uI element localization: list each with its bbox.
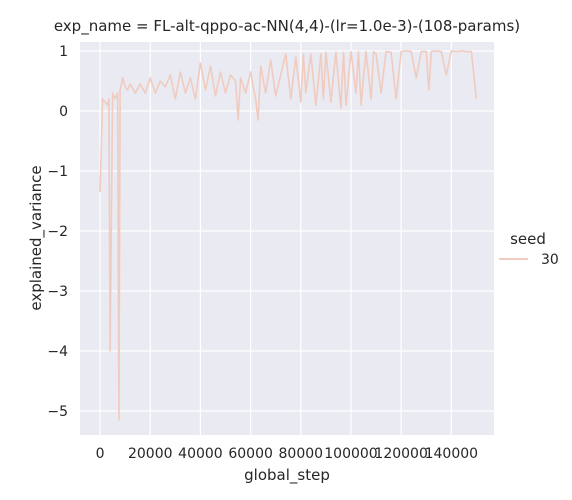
x-axis-label: global_step xyxy=(244,466,330,485)
y-axis-label: explained_variance xyxy=(27,165,46,310)
y-tick-label: −2 xyxy=(47,224,68,240)
plot-background xyxy=(80,42,494,435)
series-line-30 xyxy=(99,50,478,421)
x-tick-label: 60000 xyxy=(228,446,273,462)
y-tick-label: −4 xyxy=(47,344,68,360)
y-tick-label: −1 xyxy=(47,164,68,180)
legend-label-30: 30 xyxy=(541,252,559,268)
x-tick-label: 80000 xyxy=(279,446,324,462)
y-tick-label: −5 xyxy=(47,404,68,420)
chart-title: exp_name = FL-alt-qppo-ac-NN(4,4)-(lr=1.… xyxy=(54,17,520,36)
y-tick-label: −3 xyxy=(47,284,68,300)
y-tick-label: 1 xyxy=(59,44,68,60)
x-tick-label: 120000 xyxy=(374,446,427,462)
legend: seed 30 xyxy=(499,230,559,268)
x-tick-label: 0 xyxy=(96,446,105,462)
x-tick-label: 40000 xyxy=(178,446,223,462)
legend-title: seed xyxy=(510,230,546,248)
x-tick-label: 20000 xyxy=(128,446,173,462)
grid-lines xyxy=(80,42,494,435)
y-tick-labels: 1 0 −1 −2 −3 −4 −5 xyxy=(47,44,68,420)
series-layer xyxy=(99,50,478,421)
x-tick-label: 140000 xyxy=(425,446,478,462)
y-tick-label: 0 xyxy=(59,104,68,120)
x-tick-label: 100000 xyxy=(324,446,377,462)
